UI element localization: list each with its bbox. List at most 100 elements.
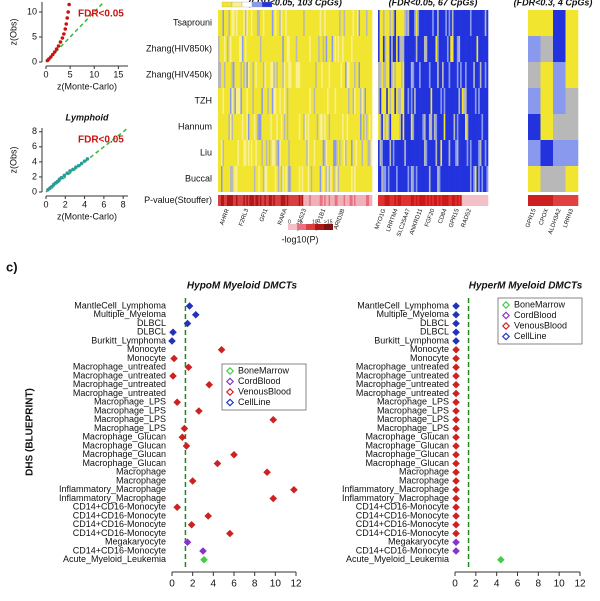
pvalue-cell — [400, 195, 403, 206]
pvalue-cell — [565, 195, 579, 206]
heatmap-cell — [304, 10, 307, 36]
gene-label: LRRN3 — [563, 208, 576, 229]
heatmap-cell — [297, 140, 300, 166]
heatmap-cell — [412, 36, 415, 62]
heatmap-cell — [455, 140, 458, 166]
heatmap-cell — [279, 88, 282, 114]
heatmap-cell — [328, 114, 331, 140]
heatmap-cell — [328, 140, 331, 166]
heatmap-cell — [286, 10, 289, 36]
heatmap-cell — [428, 88, 431, 114]
heatmap-cell — [337, 10, 340, 36]
heatmap-cell — [342, 114, 344, 140]
heatmap-cell — [218, 140, 220, 166]
point — [205, 380, 213, 389]
heatmap-cell — [379, 114, 382, 140]
heatmap-cell — [423, 114, 426, 140]
pvalue-cell — [285, 195, 288, 206]
heatmap-cell — [219, 88, 222, 114]
heatmap-cell — [252, 166, 255, 192]
heatmap-cell — [313, 166, 316, 192]
heatmap-cell — [461, 36, 464, 62]
heatmap-cell — [261, 140, 264, 166]
y-tick-label: 5 — [32, 31, 37, 41]
heatmap-cell — [364, 10, 367, 36]
heatmap-cell — [409, 88, 412, 114]
heatmap-cell — [339, 88, 341, 114]
legend-marker — [225, 377, 235, 386]
legend-marker — [501, 332, 511, 341]
heatmap-cell — [250, 114, 253, 140]
category-label: Inflammatory_Macrophage — [342, 484, 449, 494]
heatmap-cell — [327, 62, 329, 88]
heatmap-cell — [279, 166, 282, 192]
heatmap-cell — [432, 166, 435, 192]
category-label: Inflammatory_Macrophage — [59, 493, 166, 503]
heatmap-cell — [318, 88, 320, 114]
heatmap-cell — [384, 140, 387, 166]
row-label: Liu — [200, 147, 212, 157]
pvalue-cell — [342, 195, 344, 206]
heatmap-cell — [430, 62, 433, 88]
heatmap-cell — [264, 140, 267, 166]
heatmap-cell — [481, 166, 484, 192]
heatmap-cell — [319, 140, 322, 166]
category-label: Macrophage — [116, 475, 166, 485]
heatmap-cell — [226, 36, 229, 62]
heatmap-cell — [304, 36, 307, 62]
point — [195, 407, 203, 415]
heatmap-cell — [469, 36, 472, 62]
heatmap-cell — [321, 10, 323, 36]
heatmap-cell — [453, 114, 456, 140]
heatmap-cell — [340, 166, 343, 192]
heatmap-cell — [243, 166, 246, 192]
point — [269, 494, 278, 503]
heatmap-cell — [392, 36, 395, 62]
heatmap-cell — [458, 166, 461, 192]
heatmap-cell — [528, 36, 541, 62]
heatmap-cell — [324, 36, 326, 62]
heatmap-cell — [274, 140, 277, 166]
heatmap-cell — [422, 88, 425, 114]
heatmap-cell — [330, 36, 332, 62]
heatmap-cell — [461, 88, 464, 114]
heatmap-cell — [351, 166, 353, 192]
heatmap-cell — [259, 36, 262, 62]
heatmap-cell — [474, 62, 477, 88]
pvalue-cell — [277, 195, 280, 206]
pvalue-cell — [484, 195, 487, 206]
heatmap-cell — [255, 62, 258, 88]
heatmap-cell — [450, 10, 453, 36]
point — [169, 328, 177, 337]
heatmap-cell — [265, 140, 268, 166]
category-label: Macrophage — [399, 475, 449, 485]
heatmap-cell — [324, 114, 326, 140]
heatmap-cell — [458, 10, 461, 36]
pvalue-cell — [481, 195, 484, 206]
heatmap-cell — [381, 62, 384, 88]
heatmap-cell — [399, 62, 402, 88]
heatmap-cell — [451, 88, 454, 114]
heatmap-cell — [370, 166, 373, 192]
heatmap-cell — [455, 10, 458, 36]
heatmap-cell — [404, 166, 407, 192]
x-tick-label: 2 — [190, 579, 196, 590]
heatmap-cell — [486, 114, 489, 140]
heatmap-cell — [304, 88, 307, 114]
heatmap-cell — [316, 10, 319, 36]
heatmap-cell — [231, 36, 234, 62]
heatmap-cell — [430, 36, 433, 62]
heatmap-cell — [258, 166, 261, 192]
heatmap-cell — [271, 36, 274, 62]
heatmap-cell — [481, 10, 484, 36]
heatmap-cell — [348, 114, 350, 140]
heatmap-cell — [228, 140, 231, 166]
heatmap-cell — [465, 114, 467, 140]
heatmap-cell — [330, 140, 332, 166]
heatmap-cell — [322, 166, 325, 192]
x-tick-label: 6 — [231, 579, 237, 590]
heatmap-cell — [378, 88, 380, 114]
point — [199, 547, 207, 555]
heatmap-cell — [322, 114, 325, 140]
heatmap-cell — [289, 166, 292, 192]
